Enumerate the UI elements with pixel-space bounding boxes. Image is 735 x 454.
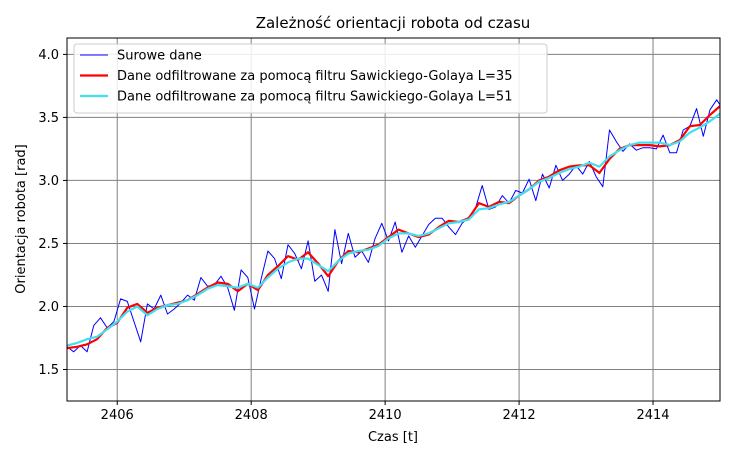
y-axis-title: Orientacja robota [rad] [14,144,29,293]
plot-frame [66,37,721,402]
y-tick-label: 1.5 [38,363,59,378]
x-axis: 2406 2408 2410 2412 2414 [101,401,670,423]
y-tick-label: 2.0 [38,300,59,315]
legend-label: Surowe dane [117,49,202,64]
x-tick-label: 2408 [235,408,268,423]
x-tick-label: 2410 [369,408,402,423]
y-tick-label: 4.0 [38,48,59,63]
x-axis-title: Czas [t] [368,430,418,445]
x-tick-label: 2406 [101,408,134,423]
series-line-1 [67,99,720,353]
y-tick-label: 2.5 [38,237,59,252]
legend-box [73,43,548,114]
x-tick-label: 2414 [636,408,669,423]
y-tick-label: 3.5 [38,111,59,126]
x-tick-label: 2412 [503,408,536,423]
y-axis: 1.5 2.0 2.5 3.0 3.5 4.0 [38,48,67,378]
legend-label: Dane odfiltrowane za pomocą filtru Sawic… [117,69,512,84]
series-layer [67,99,720,353]
legend-label: Dane odfiltrowane za pomocą filtru Sawic… [117,90,512,105]
y-tick-label: 3.0 [38,174,59,189]
legend: Surowe dane Dane odfiltrowane za pomocą f… [73,43,548,114]
chart-title: Zależność orientacji robota od czasu [256,14,531,32]
series-line-3 [67,112,720,347]
